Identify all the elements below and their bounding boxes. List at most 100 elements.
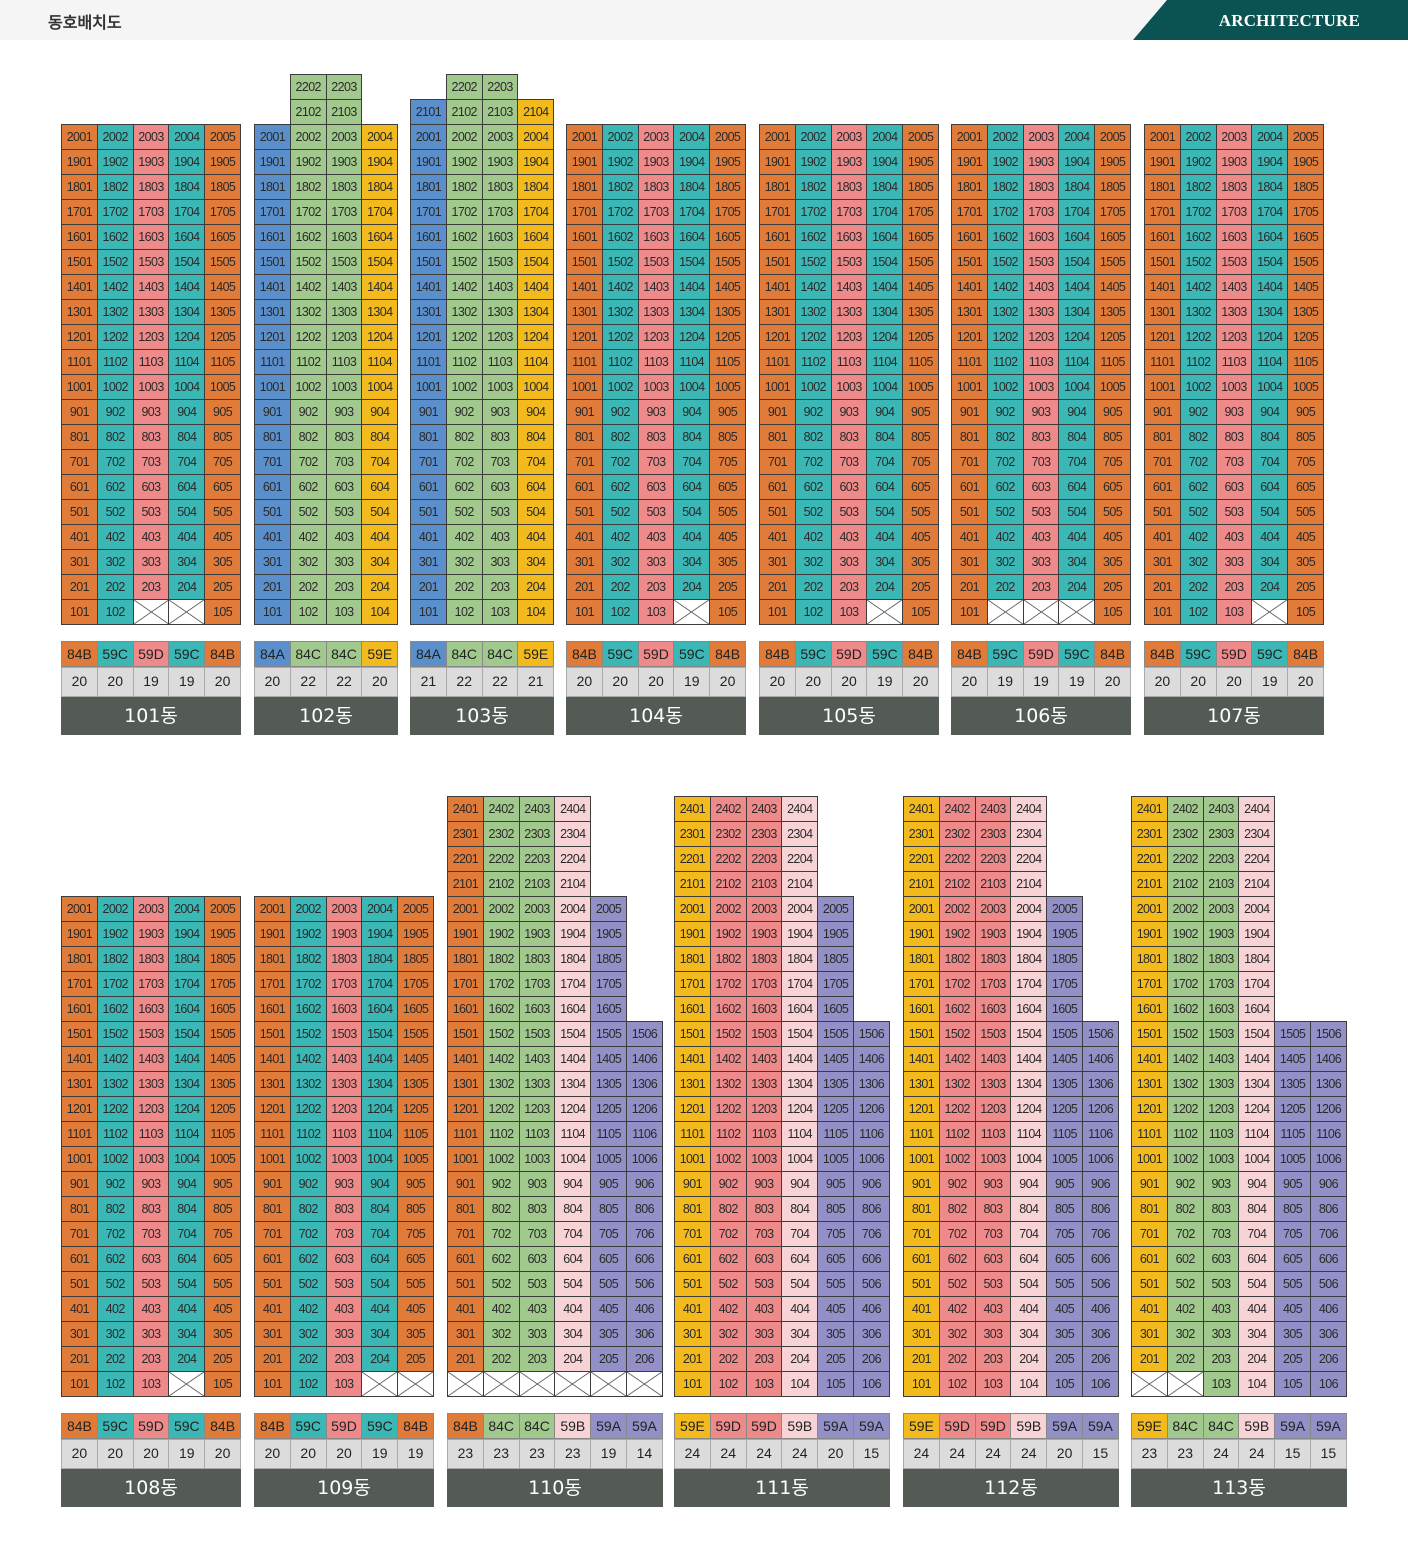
unit-cell[interactable]: 605: [902, 474, 939, 500]
unit-cell[interactable]: 405: [1094, 524, 1131, 550]
unit-cell[interactable]: 1301: [566, 299, 603, 325]
unit-cell[interactable]: 802: [986, 424, 1024, 450]
unit-cell[interactable]: 1203: [637, 324, 675, 350]
unit-cell[interactable]: 502: [794, 499, 832, 525]
unit-cell[interactable]: 506: [1310, 1271, 1347, 1297]
unit-cell[interactable]: 1805: [204, 946, 241, 972]
unit-cell[interactable]: 1703: [132, 971, 170, 997]
unit-cell[interactable]: 701: [674, 1221, 711, 1247]
unit-cell[interactable]: 102: [96, 599, 134, 625]
unit-cell[interactable]: 304: [361, 1321, 399, 1347]
unit-cell[interactable]: 504: [168, 1271, 206, 1297]
unit-cell[interactable]: 902: [289, 399, 327, 425]
unit-cell[interactable]: 2203: [518, 846, 556, 872]
unit-cell[interactable]: 904: [866, 399, 904, 425]
unit-cell[interactable]: 701: [566, 449, 603, 475]
unit-cell[interactable]: 303: [830, 549, 868, 575]
unit-cell[interactable]: 1304: [781, 1071, 819, 1097]
unit-cell[interactable]: 602: [482, 1246, 520, 1272]
unit-cell[interactable]: 505: [397, 1271, 434, 1297]
unit-cell[interactable]: 1204: [168, 1096, 206, 1122]
unit-cell[interactable]: 1903: [1215, 149, 1253, 175]
unit-cell[interactable]: 1303: [1202, 1071, 1240, 1097]
unit-cell[interactable]: 2005: [1287, 124, 1324, 150]
unit-cell[interactable]: 904: [361, 399, 399, 425]
unit-cell[interactable]: 1702: [289, 199, 327, 225]
unit-cell[interactable]: 1306: [1310, 1071, 1347, 1097]
unit-cell[interactable]: 1701: [566, 199, 603, 225]
unit-cell[interactable]: 105: [902, 599, 939, 625]
unit-cell[interactable]: 1001: [447, 1146, 484, 1172]
unit-cell[interactable]: 904: [1010, 1171, 1048, 1197]
unit-cell[interactable]: 104: [1010, 1371, 1048, 1397]
unit-cell[interactable]: 903: [518, 1171, 556, 1197]
unit-cell[interactable]: 1602: [794, 224, 832, 250]
unit-cell[interactable]: 1203: [518, 1096, 556, 1122]
unit-cell[interactable]: 1802: [96, 946, 134, 972]
unit-cell[interactable]: 2303: [745, 821, 783, 847]
unit-cell[interactable]: 301: [254, 1321, 291, 1347]
unit-cell[interactable]: 1404: [361, 1046, 399, 1072]
unit-cell[interactable]: 1601: [61, 224, 98, 250]
unit-cell[interactable]: 1505: [204, 249, 241, 275]
unit-cell[interactable]: 301: [759, 549, 796, 575]
unit-cell[interactable]: 303: [1215, 549, 1253, 575]
unit-cell[interactable]: 2103: [974, 871, 1012, 897]
unit-cell[interactable]: 1204: [1010, 1096, 1048, 1122]
unit-cell[interactable]: 2201: [674, 846, 711, 872]
unit-cell[interactable]: 302: [96, 1321, 134, 1347]
unit-cell[interactable]: 1702: [96, 971, 134, 997]
unit-cell[interactable]: 1003: [974, 1146, 1012, 1172]
unit-cell[interactable]: 1704: [1238, 971, 1276, 997]
unit-cell[interactable]: 905: [590, 1171, 627, 1197]
unit-cell[interactable]: 2202: [709, 846, 747, 872]
unit-cell[interactable]: 901: [1131, 1171, 1168, 1197]
unit-cell[interactable]: 603: [132, 474, 170, 500]
unit-cell[interactable]: 1704: [517, 199, 555, 225]
unit-cell[interactable]: 2102: [289, 99, 327, 125]
unit-cell[interactable]: 1604: [168, 996, 206, 1022]
unit-cell[interactable]: 1301: [61, 1071, 98, 1097]
unit-cell[interactable]: 803: [325, 424, 363, 450]
unit-cell[interactable]: 1501: [566, 249, 603, 275]
unit-cell[interactable]: 1702: [794, 199, 832, 225]
unit-cell[interactable]: 2203: [325, 74, 363, 100]
unit-cell[interactable]: 1904: [1251, 149, 1289, 175]
unit-cell[interactable]: 1702: [289, 971, 327, 997]
unit-cell[interactable]: 1201: [566, 324, 603, 350]
unit-cell[interactable]: 101: [254, 599, 291, 625]
unit-cell[interactable]: 2005: [1046, 896, 1083, 922]
unit-cell[interactable]: 206: [1082, 1346, 1119, 1372]
unit-cell[interactable]: 601: [410, 474, 447, 500]
unit-cell[interactable]: 2005: [709, 124, 746, 150]
unit-cell[interactable]: 201: [61, 574, 98, 600]
unit-cell[interactable]: 603: [1022, 474, 1060, 500]
unit-cell[interactable]: 803: [974, 1196, 1012, 1222]
unit-cell[interactable]: 1602: [289, 224, 327, 250]
unit-cell[interactable]: 2303: [1202, 821, 1240, 847]
unit-cell[interactable]: 1001: [759, 374, 796, 400]
unit-cell[interactable]: 2002: [794, 124, 832, 150]
unit-cell[interactable]: 2301: [1131, 821, 1168, 847]
unit-cell[interactable]: 1302: [1179, 299, 1217, 325]
unit-cell[interactable]: 803: [745, 1196, 783, 1222]
unit-cell[interactable]: 1602: [1166, 996, 1204, 1022]
unit-cell[interactable]: 1902: [96, 149, 134, 175]
unit-cell[interactable]: 302: [938, 1321, 976, 1347]
unit-cell[interactable]: 1401: [410, 274, 447, 300]
unit-cell[interactable]: 1005: [902, 374, 939, 400]
unit-cell[interactable]: 902: [445, 399, 483, 425]
unit-cell[interactable]: 1405: [709, 274, 746, 300]
unit-cell[interactable]: 2302: [1166, 821, 1204, 847]
unit-cell[interactable]: 1601: [674, 996, 711, 1022]
unit-cell[interactable]: 805: [902, 424, 939, 450]
unit-cell[interactable]: 1104: [781, 1121, 819, 1147]
unit-cell[interactable]: 1004: [1058, 374, 1096, 400]
unit-cell[interactable]: 2001: [951, 124, 988, 150]
unit-cell[interactable]: 201: [447, 1346, 484, 1372]
unit-cell[interactable]: 203: [1215, 574, 1253, 600]
unit-cell[interactable]: 601: [674, 1246, 711, 1272]
unit-cell[interactable]: 803: [1215, 424, 1253, 450]
unit-cell[interactable]: 1303: [132, 1071, 170, 1097]
unit-cell[interactable]: 2004: [554, 896, 592, 922]
